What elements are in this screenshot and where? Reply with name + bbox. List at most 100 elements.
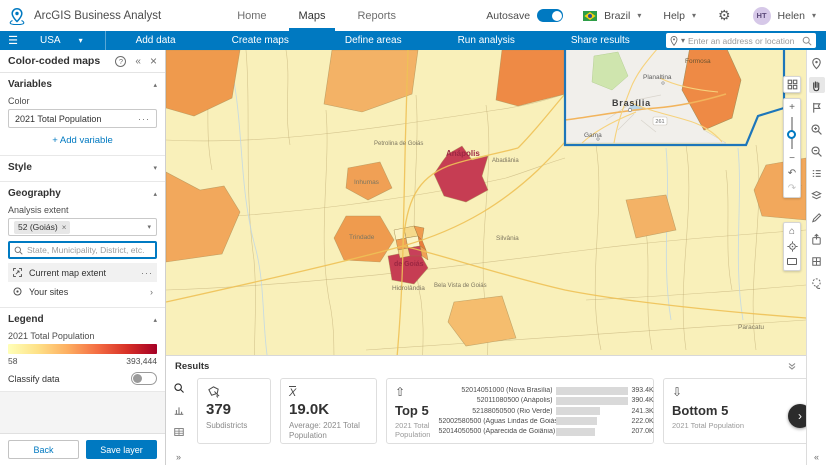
top5-card[interactable]: ⇧ Top 5 2021 Total Population 5201405100… (386, 378, 654, 444)
zoom-control[interactable]: + − ↶ ↷ (783, 98, 801, 198)
geography-search-box[interactable] (8, 241, 157, 259)
map-labels: Brasília Planaltina Gama Formosa Anápoli… (349, 58, 802, 331)
project-selector[interactable]: USA (40, 35, 61, 46)
panel-title: Color-coded maps (8, 55, 101, 67)
infographic-view-button[interactable] (170, 380, 187, 395)
undo-button[interactable]: ↶ (787, 168, 797, 179)
top5-row-value: 207.0K (631, 428, 654, 435)
toolbar-create-maps[interactable]: Create maps (231, 35, 289, 46)
back-button[interactable]: Back (8, 440, 79, 459)
svg-text:Trindade: Trindade (349, 234, 375, 241)
export-tool[interactable] (809, 231, 825, 247)
table-view-button[interactable] (170, 424, 187, 439)
current-map-extent-item[interactable]: Current map extent ··· (8, 263, 157, 282)
collapse-results-icon[interactable] (787, 361, 797, 371)
collapse-panel-icon[interactable]: « (135, 55, 141, 67)
pin-tool[interactable] (809, 55, 825, 71)
zoom-out-button[interactable]: − (789, 153, 795, 164)
chevron-down-icon: ▾ (78, 36, 83, 45)
bottom5-card[interactable]: ⇩ Bottom 5 2021 Total Population 52 5207… (663, 378, 806, 444)
address-search-box[interactable]: ▾ (666, 33, 816, 48)
analysis-extent-select[interactable]: 52 (Goiás) × ▾ (8, 218, 157, 236)
collapse-strip-button[interactable]: « (813, 452, 819, 462)
fullscreen-extent-button[interactable] (784, 254, 800, 269)
top5-row-label: 52002580500 (Águas Lindas de Goiás) (438, 417, 557, 425)
help-menu[interactable]: Help (663, 9, 685, 22)
save-layer-button[interactable]: Save layer (86, 440, 157, 459)
close-panel-icon[interactable]: × (149, 54, 157, 68)
lasso-tool[interactable] (809, 275, 825, 291)
zoom-in-button[interactable]: + (789, 102, 795, 113)
user-avatar[interactable]: HT (752, 6, 771, 25)
svg-text:Brasília: Brasília (612, 98, 651, 108)
svg-text:Abadiânia: Abadiânia (492, 158, 519, 164)
legend-section-header[interactable]: Legend ▴ (8, 312, 157, 327)
sketch-tool[interactable] (809, 209, 825, 225)
legend-list-tool[interactable] (809, 165, 825, 181)
legend-section: Legend ▴ 2021 Total Population 58 393,44… (0, 308, 165, 392)
flag-tool[interactable] (809, 99, 825, 115)
pin-icon (812, 57, 821, 69)
style-label: Style (8, 162, 32, 173)
pencil-icon (811, 212, 822, 223)
basemap-apps-button[interactable] (783, 76, 801, 93)
grid-tool[interactable] (809, 253, 825, 269)
expand-rail-button[interactable]: » (175, 452, 181, 462)
toolbar-run-analysis[interactable]: Run analysis (457, 35, 515, 46)
nav-maps[interactable]: Maps (283, 0, 342, 31)
address-search-input[interactable] (688, 35, 799, 46)
legend-label: Legend (8, 314, 44, 325)
zoom-slider-handle[interactable] (787, 130, 796, 139)
variable-selector[interactable]: 2021 Total Population ··· (8, 109, 157, 128)
geography-section-header[interactable]: Geography ▴ (8, 186, 157, 201)
zoom-in-tool[interactable] (809, 121, 825, 137)
help-icon[interactable]: ? (115, 55, 127, 67)
menu-hamburger-icon[interactable]: ☰ (8, 35, 18, 47)
classify-data-toggle[interactable] (131, 372, 157, 385)
options-ellipsis-icon[interactable]: ··· (141, 267, 153, 278)
svg-text:Hidrolândia: Hidrolândia (392, 285, 425, 292)
subdistricts-card[interactable]: 379 Subdistricts (197, 378, 271, 444)
average-card[interactable]: X 19.0K Average: 2021 Total Population (280, 378, 377, 444)
locate-crosshair-icon (786, 241, 798, 252)
roads (166, 50, 806, 391)
chart-view-button[interactable] (170, 402, 187, 417)
autosave-toggle[interactable] (537, 9, 564, 22)
options-ellipsis-icon[interactable]: ··· (138, 113, 150, 124)
user-name[interactable]: Helen (777, 9, 805, 22)
style-section-header[interactable]: Style ▾ (8, 160, 157, 175)
results-cards: 379 Subdistricts X 19.0K Average: 2021 T… (191, 376, 806, 465)
arcgis-logo-icon (0, 7, 34, 25)
locate-me-button[interactable] (784, 239, 800, 254)
nav-reports[interactable]: Reports (357, 9, 396, 22)
polygon-select-icon (208, 386, 220, 398)
bar-chart-icon (174, 406, 183, 415)
pan-tool[interactable] (808, 77, 825, 93)
list-icon (812, 169, 821, 177)
top5-row-label: 52014050500 (Aparecida de Goiânia) (438, 428, 556, 435)
toolbar-share-results[interactable]: Share results (570, 35, 630, 46)
top5-bar (556, 417, 597, 426)
remove-chip-icon[interactable]: × (61, 222, 67, 232)
chevron-down-icon: ▾ (811, 11, 816, 20)
zoom-slider[interactable] (787, 117, 796, 149)
redo-button[interactable]: ↷ (787, 183, 797, 194)
settings-gear-icon[interactable]: ⚙ (717, 7, 731, 23)
map-tools-strip: « (806, 50, 826, 465)
zoom-out-tool[interactable] (809, 143, 825, 159)
nav-home[interactable]: Home (237, 9, 267, 22)
home-extent-button[interactable]: ⌂ (788, 226, 796, 237)
geography-search-input[interactable] (27, 245, 151, 255)
map-nav-control[interactable]: ⌂ (783, 222, 801, 271)
toolbar-define-areas[interactable]: Define areas (344, 35, 402, 46)
map-canvas[interactable]: 261 Brasília Planaltina Gama Formosa Aná… (166, 50, 806, 465)
variables-section-header[interactable]: Variables ▴ (8, 77, 157, 92)
country-selector[interactable]: Brazil (604, 9, 631, 22)
toolbar-add-data[interactable]: Add data (135, 35, 176, 46)
your-sites-item[interactable]: Your sites › (8, 282, 157, 301)
layer-list-tool[interactable] (809, 187, 825, 203)
svg-text:Paracatu: Paracatu (738, 324, 764, 331)
top5-row: 52002580500 (Águas Lindas de Goiás) 222.0… (438, 417, 654, 426)
extent-chip[interactable]: 52 (Goiás) × (14, 220, 71, 234)
add-variable-button[interactable]: + Add variable (52, 135, 113, 146)
